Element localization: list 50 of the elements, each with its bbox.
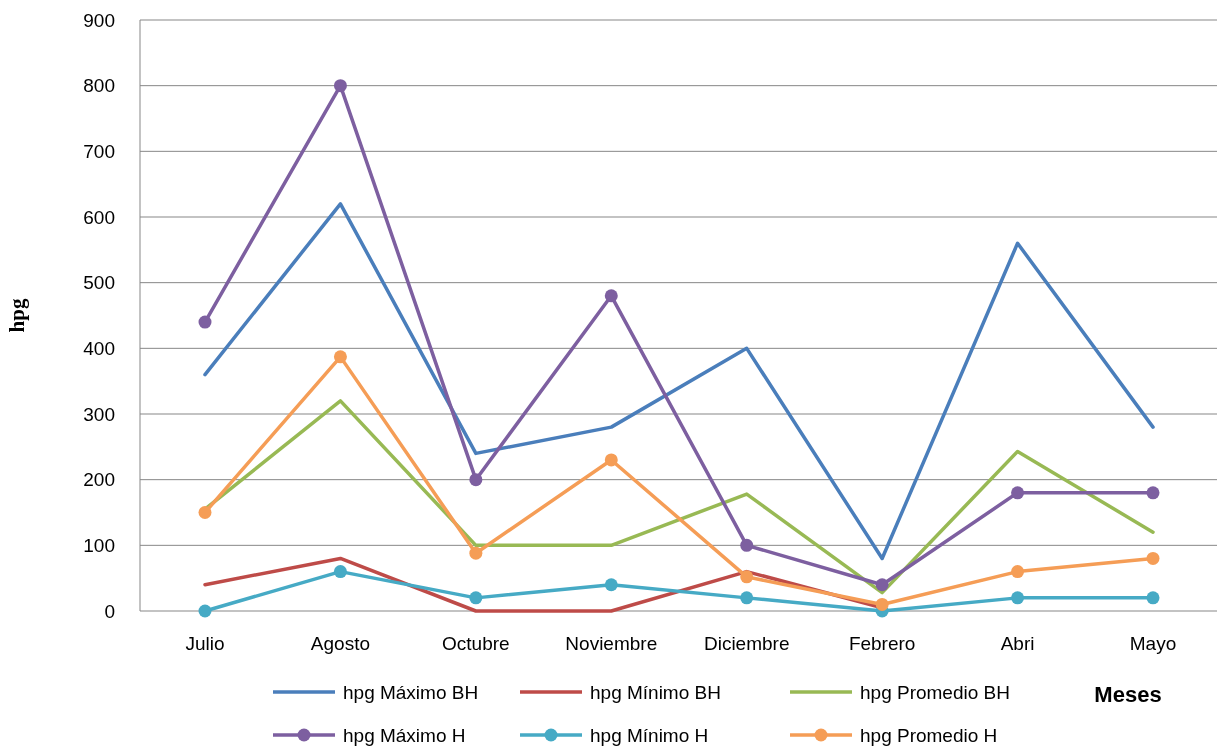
point — [604, 578, 618, 592]
legend-label: hpg Promedio H — [860, 724, 998, 746]
y-tick-label: 600 — [83, 206, 115, 228]
point — [875, 597, 889, 611]
y-tick-label: 400 — [83, 337, 115, 359]
y-tick-label: 900 — [83, 9, 115, 31]
point — [875, 578, 889, 592]
line-series — [203, 202, 1155, 561]
x-tick-label: Febrero — [848, 633, 916, 654]
y-axis-title: hpg — [5, 298, 29, 333]
point — [740, 538, 754, 552]
point — [469, 473, 483, 487]
point — [333, 79, 347, 93]
point — [1011, 565, 1025, 579]
legend-label: hpg Promedio BH — [860, 681, 1010, 703]
point — [1146, 551, 1160, 565]
y-tick-label: 800 — [83, 75, 115, 97]
y-tick-label: 300 — [83, 403, 115, 425]
point — [1011, 486, 1025, 500]
y-tick-label: 200 — [83, 469, 115, 491]
legend-label: hpg Mínimo BH — [590, 681, 721, 703]
point — [740, 570, 754, 584]
x-tick-label: Noviembre — [565, 633, 658, 654]
legend-label: hpg Mínimo H — [590, 724, 709, 746]
x-tick-label: Diciembre — [703, 633, 790, 654]
point — [333, 350, 347, 364]
point — [604, 453, 618, 467]
point — [333, 565, 347, 579]
point — [1146, 591, 1160, 605]
point — [469, 546, 483, 560]
x-tick-label: Abri — [1000, 633, 1035, 654]
y-tick-label: 700 — [83, 140, 115, 162]
point — [604, 289, 618, 303]
point — [198, 506, 212, 519]
legend-label: hpg Máximo BH — [343, 681, 479, 703]
y-tick-label: 500 — [83, 272, 115, 294]
point — [198, 604, 212, 618]
x-tick-label: Octubre — [442, 633, 510, 654]
x-tick-label: Agosto — [310, 633, 371, 654]
point — [1146, 486, 1160, 500]
point — [469, 591, 483, 605]
x-tick-label: Mayo — [1129, 633, 1177, 654]
point — [1011, 591, 1025, 605]
y-tick-label: 100 — [83, 534, 115, 556]
legend-label: hpg Máximo H — [343, 724, 466, 746]
point — [740, 591, 754, 605]
point — [198, 315, 212, 329]
x-axis-title: Meses — [1094, 682, 1162, 707]
y-tick-label: 0 — [104, 600, 115, 622]
x-tick-label: Julio — [185, 633, 225, 654]
